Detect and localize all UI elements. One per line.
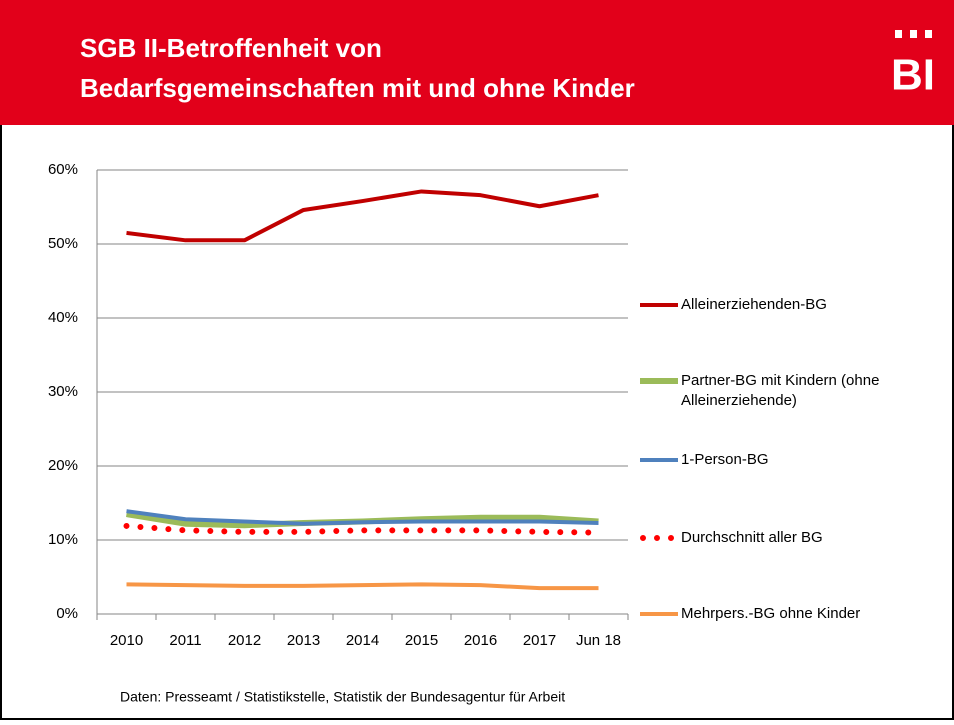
x-tick-label: 2016 xyxy=(464,632,497,649)
logo: BI xyxy=(891,30,935,100)
title-line: Bedarfsgemeinschaften mit und ohne Kinde… xyxy=(80,73,635,103)
header-band xyxy=(0,0,954,125)
y-tick-label: 60% xyxy=(48,161,78,178)
legend-label: 1-Person-BG xyxy=(681,451,769,468)
legend-label: Partner-BG mit Kindern (ohne Alleinerzieh… xyxy=(681,372,879,409)
legend-label: Durchschnitt aller BG xyxy=(681,529,823,546)
series-line xyxy=(126,509,599,526)
x-tick-label: 2012 xyxy=(228,632,261,649)
x-tick-label: Jun 18 xyxy=(576,632,621,649)
x-tick-label: 2017 xyxy=(523,632,556,649)
logo-merlon xyxy=(910,30,917,38)
y-tick-label: 50% xyxy=(48,235,78,252)
x-tick-label: 2014 xyxy=(346,632,379,649)
y-tick-label: 30% xyxy=(48,383,78,400)
x-tick-label: 2013 xyxy=(287,632,320,649)
logo-merlon xyxy=(895,30,902,38)
legend-label: Alleinerziehenden-BG xyxy=(681,296,827,313)
logo-text: BI xyxy=(891,51,935,100)
y-tick-label: 20% xyxy=(48,457,78,474)
x-tick-label: 2010 xyxy=(110,632,143,649)
legend-label: Mehrpers.-BG ohne Kinder xyxy=(681,605,860,622)
series-line xyxy=(126,582,599,591)
title-line: SGB II-Betroffenheit von xyxy=(80,33,382,63)
series-line xyxy=(126,189,599,243)
x-tick-label: 2015 xyxy=(405,632,438,649)
y-tick-label: 40% xyxy=(48,309,78,326)
series-line xyxy=(123,522,602,536)
x-tick-label: 2011 xyxy=(169,632,201,649)
y-tick-label: 0% xyxy=(56,605,78,622)
source-note: Daten: Presseamt / Statistikstelle, Stat… xyxy=(120,689,565,705)
y-tick-label: 10% xyxy=(48,531,78,548)
logo-merlon xyxy=(925,30,932,38)
